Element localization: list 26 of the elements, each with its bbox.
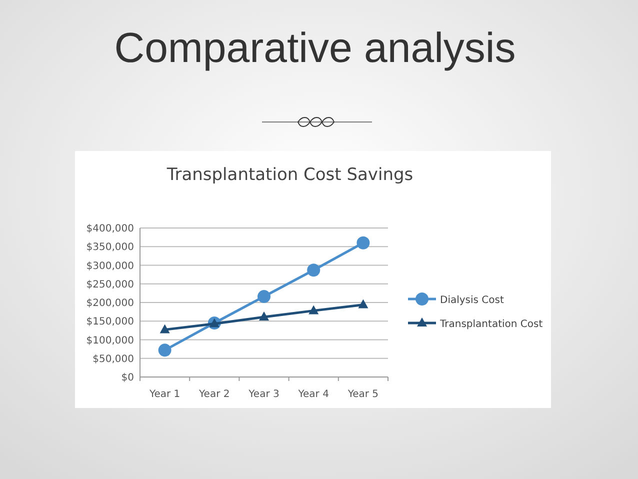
y-tick-label: $350,000 [86,242,134,254]
point [358,299,368,308]
point [307,264,320,277]
chart-title: Comparative analysis [114,24,516,71]
y-tick-label: $250,000 [86,279,134,290]
point [158,344,172,357]
y-tick-label: $100,000 [86,335,134,346]
point [356,236,370,250]
x-tick-label: Year 1 [148,389,180,400]
point [308,305,319,314]
y-tick-label: $50,000 [92,354,134,365]
y-tick-label: $300,000 [86,260,134,272]
legend-label: Dialysis Cost [440,295,504,306]
point [258,290,270,304]
y-tick-label: $400,000 [86,224,134,234]
legend-label: Transplantation Cost [439,319,543,330]
x-tick-label: Year 3 [248,389,280,400]
point [259,312,269,321]
chart-subtitle: Transplantation Cost Savings [166,165,414,185]
x-tick-label: Year 5 [346,389,379,400]
point [160,324,170,334]
x-tick-label: Year 2 [198,389,230,400]
y-tick-label: $0 [121,372,134,384]
y-tick-label: $200,000 [86,298,134,309]
y-tick-label: $150,000 [86,316,134,328]
x-tick-label: Year 4 [297,389,329,400]
